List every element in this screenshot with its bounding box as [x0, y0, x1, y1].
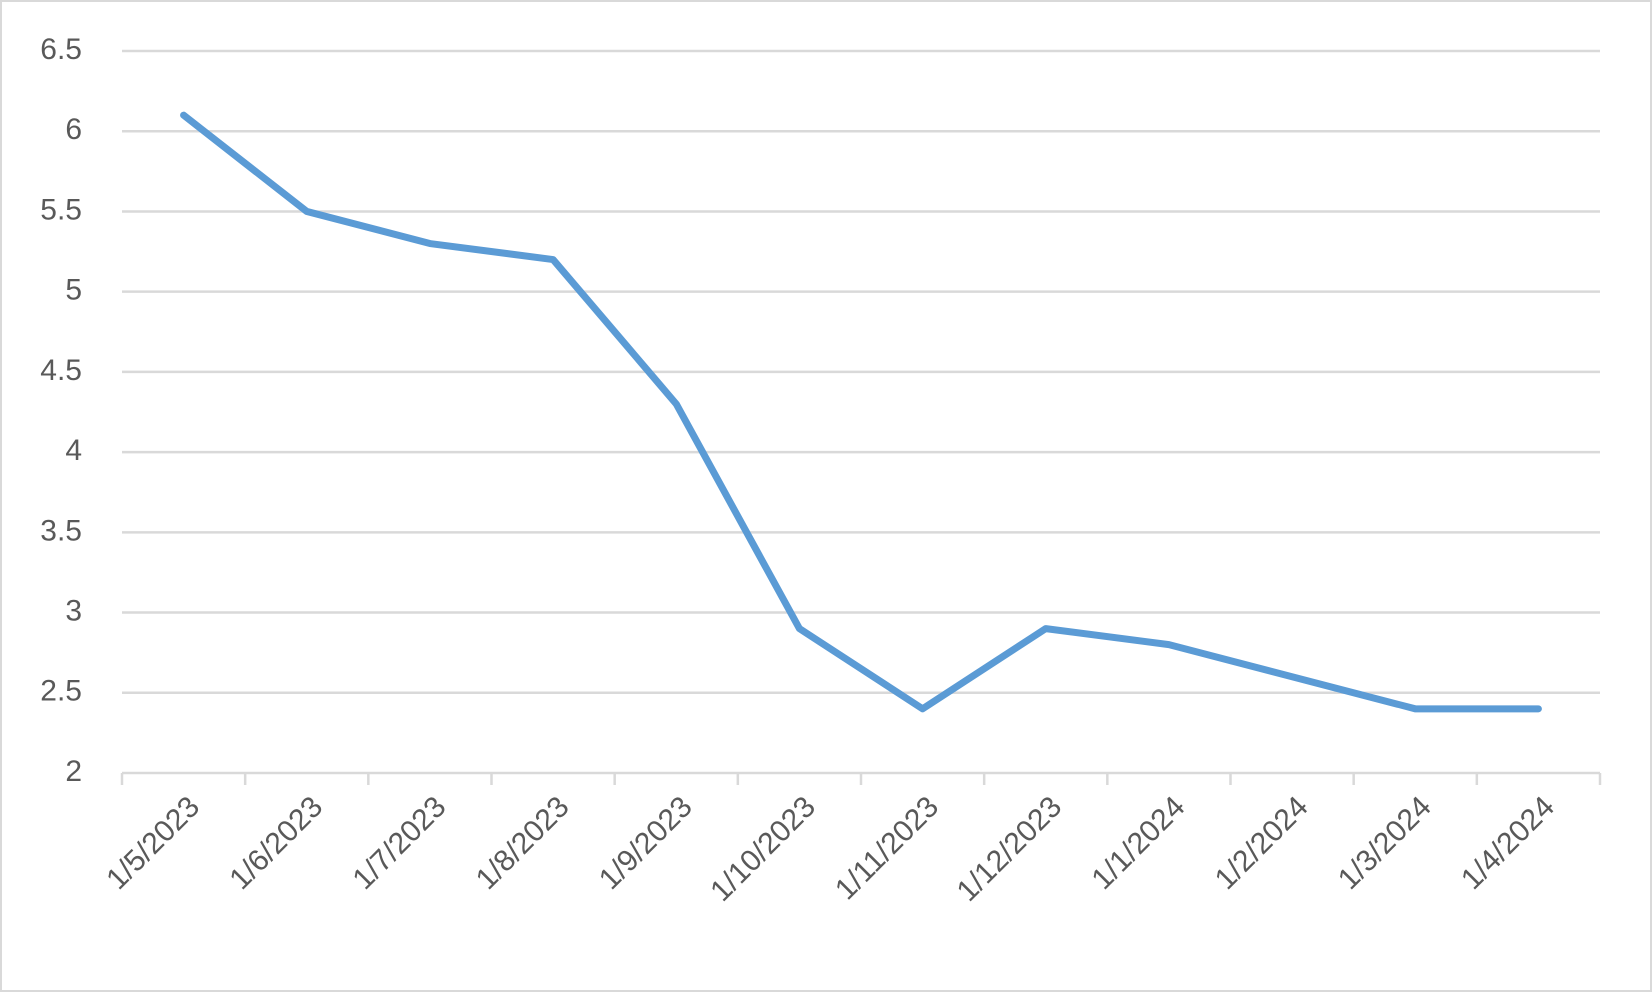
- y-tick-label: 6: [65, 113, 82, 146]
- y-tick-label: 2.5: [40, 675, 82, 708]
- data-line: [180, 111, 1542, 713]
- y-tick-label: 2: [65, 755, 82, 788]
- y-tick-label: 5.5: [40, 193, 82, 226]
- y-tick-label: 5: [65, 274, 82, 307]
- y-tick-label: 6.5: [40, 33, 82, 66]
- y-tick-label: 4.5: [40, 354, 82, 387]
- y-tick-label: 3.5: [40, 514, 82, 547]
- y-tick-label: 3: [65, 594, 82, 627]
- y-tick-label: 4: [65, 434, 82, 467]
